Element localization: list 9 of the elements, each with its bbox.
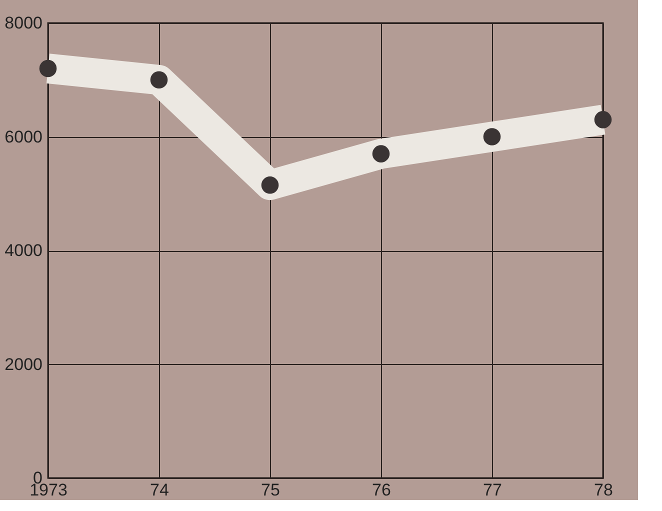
x-tick-label: 76 — [372, 480, 391, 500]
y-tick-label: 8000 — [4, 14, 42, 32]
y-tick-label: 4000 — [4, 241, 42, 260]
y-tick-label: 6000 — [4, 127, 42, 146]
x-tick-label: 75 — [261, 480, 280, 500]
y-tick-label: 2000 — [4, 354, 42, 374]
x-tick-label: 77 — [483, 480, 502, 500]
x-tick-label: 78 — [594, 480, 613, 500]
x-tick-label: 74 — [150, 480, 169, 500]
